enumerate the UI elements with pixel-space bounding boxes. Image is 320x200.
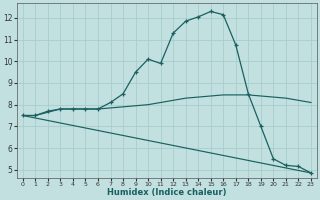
X-axis label: Humidex (Indice chaleur): Humidex (Indice chaleur) bbox=[107, 188, 227, 197]
